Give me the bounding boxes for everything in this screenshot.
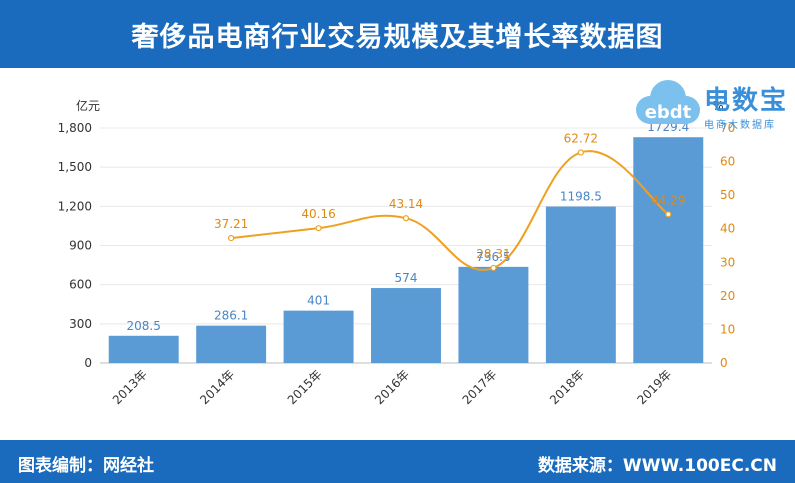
title-banner: 奢侈品电商行业交易规模及其增长率数据图 xyxy=(0,0,795,68)
line-point xyxy=(315,225,322,232)
bar xyxy=(283,310,354,363)
bar xyxy=(196,325,267,363)
line-value-label: 44.29 xyxy=(651,193,685,207)
y-tick-label-right: 0 xyxy=(720,356,728,370)
y-tick-label-right: 70 xyxy=(720,121,735,135)
x-tick-label: 2014年 xyxy=(197,367,237,407)
y-axis-label-left: 亿元 xyxy=(76,98,100,113)
combo-chart: 0 300 600 900 1,200 1,500 1,800 0 10 20 30 40 50 60 70… xyxy=(58,98,736,407)
y-tick-label-left: 1,800 xyxy=(58,121,92,135)
page-title: 奢侈品电商行业交易规模及其增长率数据图 xyxy=(131,21,664,53)
y-tick-label-right: 40 xyxy=(720,222,735,236)
bar-value-label: 401 xyxy=(307,294,330,308)
x-tick-label: 2017年 xyxy=(460,367,500,407)
bar xyxy=(545,206,616,363)
bar-value-label: 736.5 xyxy=(476,250,510,264)
bar-value-label: 286.1 xyxy=(214,309,248,323)
line-point xyxy=(402,215,410,222)
logo-sub-text: 电商大数据库 xyxy=(704,120,776,131)
line-value-label: 40.16 xyxy=(301,207,335,221)
y-tick-label-left: 1,200 xyxy=(58,199,92,213)
line-point xyxy=(577,149,584,156)
logo: ebdt 电数宝 电商大数据库 xyxy=(628,74,790,136)
line-value-label: 28.31 xyxy=(476,247,510,261)
x-tick-label: 2019年 xyxy=(634,367,674,407)
footer-credit: 图表编制：网经社 xyxy=(18,456,154,476)
y-tick-label-left: 0 xyxy=(84,356,92,370)
line-value-label: 43.14 xyxy=(389,197,423,211)
y-tick-label-left: 900 xyxy=(69,239,92,253)
line-value-label: 37.21 xyxy=(214,217,248,231)
y-tick-label-right: 10 xyxy=(720,322,735,336)
line-point xyxy=(490,264,497,272)
line-point xyxy=(665,211,672,218)
chart-area: 0 300 600 900 1,200 1,500 1,800 0 10 20 30 40 50 60 70… xyxy=(0,68,795,440)
footer-banner: 图表编制：网经社 数据来源：WWW.100EC.CN xyxy=(0,440,795,483)
x-tick-label: 2013年 xyxy=(110,367,150,407)
y-tick-label-left: 1,500 xyxy=(58,160,92,174)
y-axis-label-right: % xyxy=(712,99,723,113)
y-tick-label-right: 30 xyxy=(720,255,735,269)
bar xyxy=(633,137,704,363)
bar xyxy=(458,266,529,363)
logo-main-text: 电数宝 xyxy=(704,86,789,116)
bar xyxy=(371,288,441,363)
line-point xyxy=(228,234,235,242)
line-value-label: 62.72 xyxy=(564,131,598,145)
bar-value-label: 574 xyxy=(395,271,418,285)
y-tick-label-left: 600 xyxy=(69,278,92,292)
logo-mark: ebdt xyxy=(645,102,692,123)
bar-value-label: 1198.5 xyxy=(560,190,602,204)
bar-value-label: 208.5 xyxy=(127,319,161,333)
bar xyxy=(108,335,179,363)
y-tick-label-left: 300 xyxy=(69,317,92,331)
x-tick-label: 2018年 xyxy=(547,367,587,407)
x-tick-label: 2016年 xyxy=(372,367,412,407)
y-tick-label-right: 60 xyxy=(720,155,735,169)
cloud-icon: ebdt xyxy=(636,80,700,124)
footer-source: 数据来源：WWW.100EC.CN xyxy=(537,456,777,476)
y-tick-label-right: 20 xyxy=(720,289,735,303)
y-tick-label-right: 50 xyxy=(720,188,735,202)
x-tick-label: 2015年 xyxy=(285,367,325,407)
